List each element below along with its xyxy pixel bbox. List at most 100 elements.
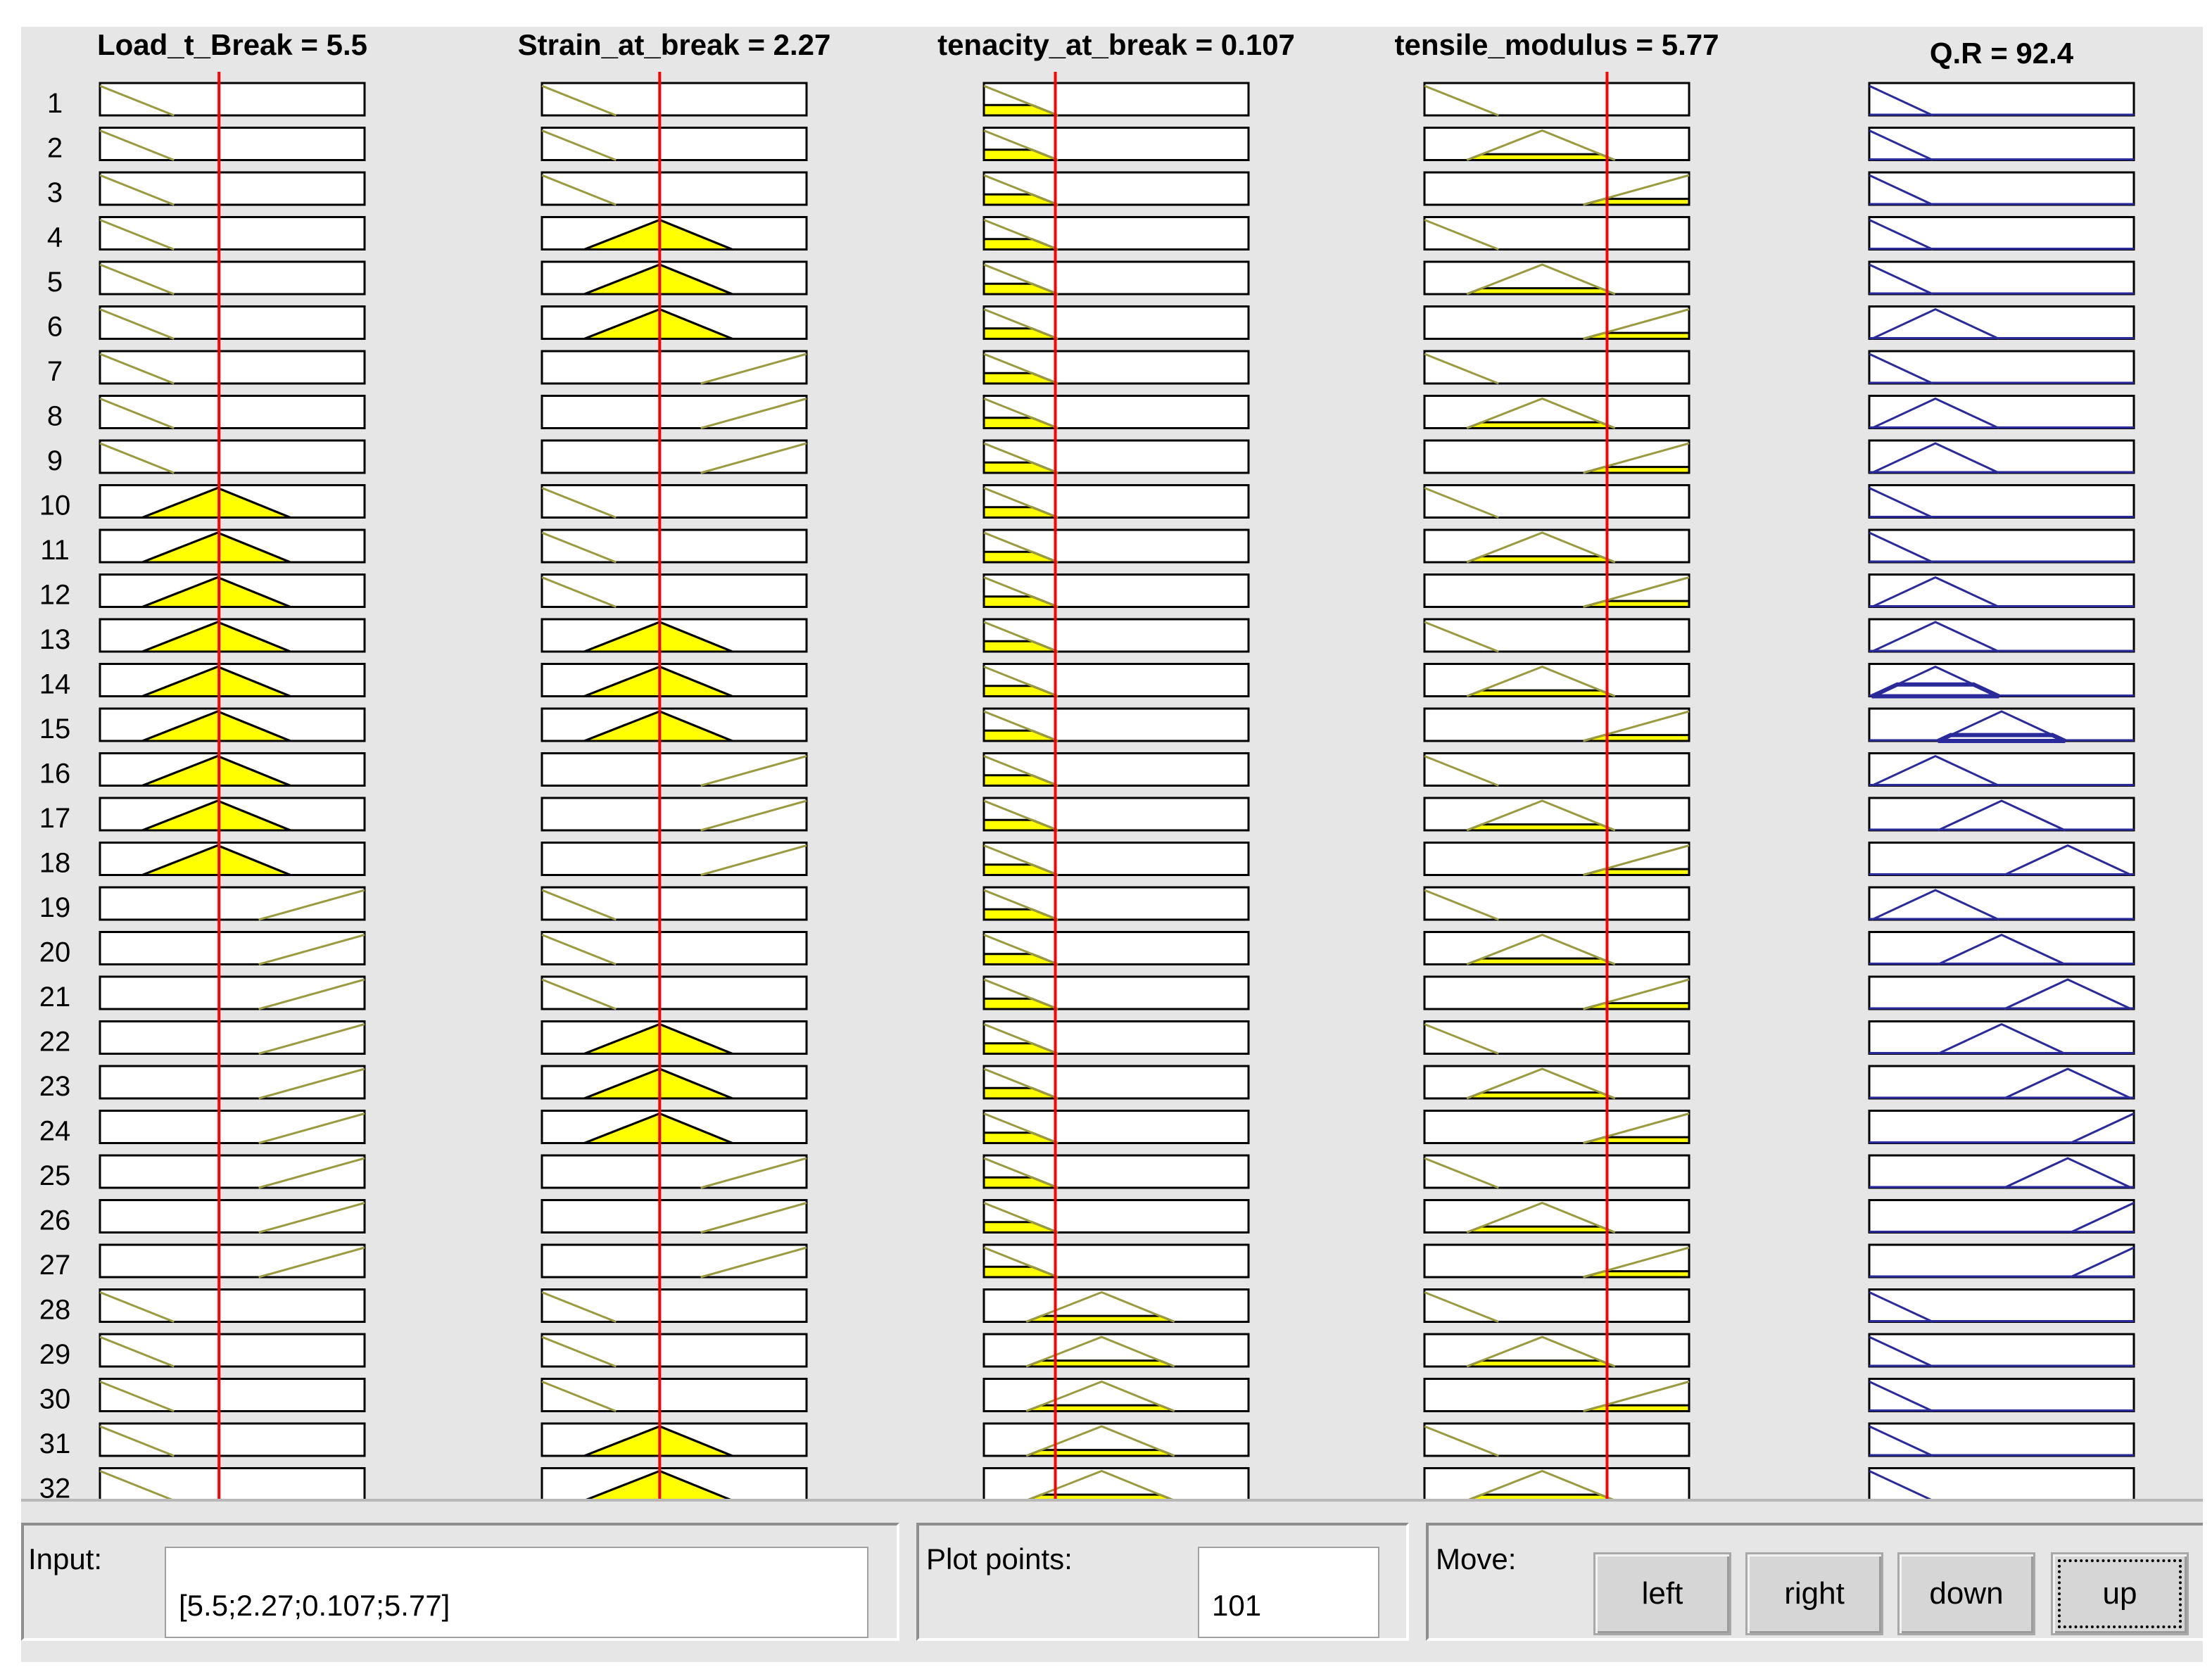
input-group: Input: <box>21 1523 899 1641</box>
rule-activation-fill <box>1466 153 1616 161</box>
rule-output-curve <box>1869 129 1933 161</box>
rule-mf-box <box>99 1422 366 1457</box>
rule-mf-curve <box>1583 174 1690 206</box>
rule-mf-curve <box>1583 978 1690 1010</box>
rule-activation-fill <box>1025 1359 1175 1368</box>
rule-mf-curve <box>258 1112 365 1144</box>
rule-output-curve <box>1871 665 1999 697</box>
rule-mf-box <box>1423 1020 1690 1055</box>
rule-mf-curve <box>99 398 175 429</box>
rule-mf-curve <box>99 1425 175 1457</box>
input-vector-field[interactable] <box>165 1547 868 1638</box>
rule-output-curve <box>1869 84 1933 117</box>
rule-mf-box <box>99 439 366 474</box>
move-right-button[interactable]: right <box>1745 1552 1883 1635</box>
move-down-button[interactable]: down <box>1897 1552 2035 1635</box>
rule-mf-box <box>541 82 808 117</box>
rule-mf-curve <box>700 398 807 429</box>
rule-mf-box <box>541 886 808 921</box>
rule-output-curve <box>1869 1425 1933 1457</box>
rule-output-curve <box>1869 219 1933 251</box>
rule-output-box <box>1868 1333 2135 1368</box>
rule-output-curve <box>2004 844 2132 876</box>
rule-mf-box <box>99 1467 366 1502</box>
rule-activation-fill <box>1466 287 1616 296</box>
rule-mf-curve <box>1424 1157 1499 1189</box>
rule-mf-curve <box>983 531 1058 564</box>
plot-points-label: Plot points: <box>926 1542 1073 1575</box>
rule-mf-curve <box>99 353 175 385</box>
rule-activation-fill <box>1466 823 1616 832</box>
rule-output-box <box>1868 127 2135 161</box>
rule-mf-box <box>99 216 366 251</box>
rule-output-curve <box>1871 307 1999 340</box>
rule-mf-curve <box>1466 263 1616 296</box>
rule-mf-curve <box>1466 665 1616 697</box>
rule-mf-curve <box>983 1067 1058 1100</box>
rule-plot-svg: Load_t_Break = 5.5 Strain_at_break = 2.27… <box>39 28 2135 1504</box>
rule-mf-curve <box>99 84 175 117</box>
rule-mf-box <box>99 171 366 206</box>
rule-output-curve <box>1871 889 1999 921</box>
rule-mf-curve <box>1583 710 1690 742</box>
rule-mf-box <box>541 573 808 608</box>
rule-mf-box <box>541 350 808 385</box>
rule-mf-curve <box>983 799 1058 832</box>
rule-activation-fill <box>1466 421 1616 429</box>
rule-mf-box <box>99 886 366 921</box>
rule-mf-curve <box>1583 1246 1690 1279</box>
rule-output-box <box>1868 1422 2135 1457</box>
rule-mf-curve <box>983 710 1058 742</box>
rule-mf-curve <box>258 1023 365 1055</box>
move-label: Move: <box>1436 1542 1517 1575</box>
rule-mf-box <box>99 1020 366 1055</box>
rule-number: 29 <box>39 1339 71 1370</box>
rule-activation-fill <box>1466 1359 1616 1368</box>
rule-mf-curve <box>1583 576 1690 608</box>
rule-number: 2 <box>47 133 63 164</box>
move-up-button[interactable]: up <box>2051 1552 2189 1635</box>
column-title-2: Strain_at_break = 2.27 <box>518 28 831 61</box>
rule-output-curve <box>1869 531 1933 564</box>
move-left-button[interactable]: left <box>1593 1552 1731 1635</box>
rule-number: 30 <box>39 1384 71 1415</box>
rule-mf-curve <box>700 1157 807 1189</box>
column-title-5: Q.R = 92.4 <box>1930 37 2074 70</box>
rule-mf-box <box>541 1199 808 1234</box>
move-group: Move: <box>1426 1523 2203 1641</box>
rule-mf-curve <box>983 1023 1058 1055</box>
rule-mf-curve <box>541 1336 617 1368</box>
rule-number: 13 <box>39 624 71 655</box>
rule-mf-curve <box>1424 621 1499 653</box>
rule-output-curve <box>1869 174 1933 206</box>
rule-activation-fill <box>1025 1404 1175 1412</box>
rule-mf-curve <box>258 1067 365 1100</box>
rule-mf-curve <box>1466 397 1616 429</box>
rule-mf-curve <box>541 978 617 1010</box>
rule-mf-curve <box>1424 84 1499 117</box>
rule-output-box <box>1868 1243 2135 1279</box>
rule-output-curve <box>1938 933 2066 965</box>
rule-mf-box <box>99 350 366 385</box>
rule-mf-box <box>1423 484 1690 519</box>
plot-points-group: Plot points: <box>916 1523 1409 1641</box>
rule-mf-box <box>99 1110 366 1144</box>
rule-output-curve <box>1871 576 1999 608</box>
column-title-3: tenacity_at_break = 0.107 <box>937 28 1295 61</box>
rule-mf-curve <box>541 487 617 519</box>
rule-output-curve <box>2004 1067 2132 1100</box>
rule-mf-curve <box>983 442 1058 474</box>
rule-mf-curve <box>99 1336 175 1368</box>
rule-mf-curve <box>1424 1425 1499 1457</box>
rule-plot-area: Load_t_Break = 5.5 Strain_at_break = 2.27… <box>21 27 2203 1504</box>
rule-mf-curve <box>99 129 175 161</box>
rule-mf-box <box>99 1243 366 1279</box>
rule-output-curve <box>1869 1470 1933 1502</box>
rule-output-box <box>1868 528 2135 564</box>
plot-points-field[interactable] <box>1198 1547 1379 1638</box>
rule-number: 20 <box>39 937 71 968</box>
rule-mf-curve <box>1466 933 1616 965</box>
rule-mf-box <box>99 1378 366 1412</box>
rule-mf-box <box>541 528 808 564</box>
rule-mf-curve <box>99 1291 175 1323</box>
